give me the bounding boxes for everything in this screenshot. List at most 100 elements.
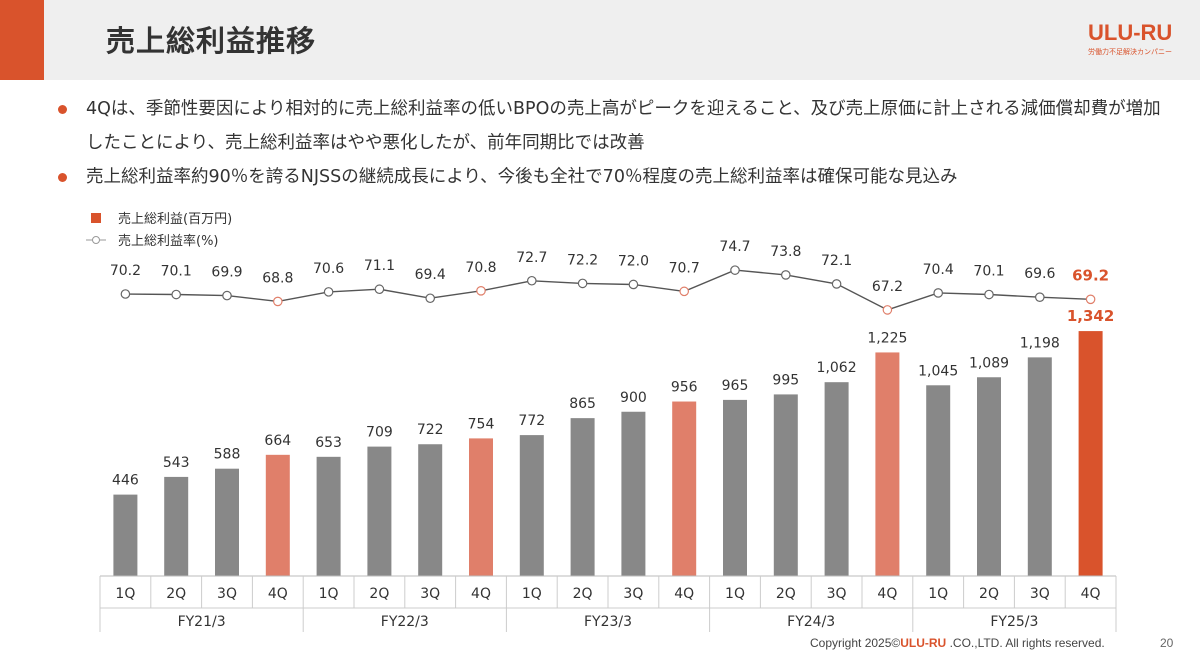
x-group-label: FY24/3 — [787, 614, 835, 630]
bar-value-label: 1,062 — [817, 360, 857, 376]
margin-value-label: 70.7 — [669, 260, 700, 276]
legend-line-marker — [92, 236, 100, 244]
margin-value-label: 70.8 — [465, 260, 496, 276]
company-logo: ULU-RU 労働力不足解決カンパニー — [1088, 22, 1180, 57]
bar — [875, 352, 900, 576]
logo-tagline: 労働力不足解決カンパニー — [1088, 48, 1172, 56]
bar — [621, 411, 646, 576]
bar-value-label: 1,198 — [1020, 335, 1060, 351]
margin-value-label: 72.1 — [821, 253, 852, 269]
margin-point — [780, 270, 791, 280]
bar — [1078, 331, 1103, 576]
bar-value-label: 1,045 — [918, 363, 958, 379]
x-tick-label: 3Q — [827, 586, 847, 602]
bar — [418, 444, 443, 576]
bar-value-label: 1,225 — [867, 330, 907, 346]
bar-value-label: 965 — [722, 378, 749, 394]
bar-value-label: 653 — [315, 435, 342, 451]
bar — [519, 435, 544, 576]
bar — [1027, 357, 1052, 576]
page-title: 売上総利益推移 — [106, 24, 317, 58]
margin-point — [730, 265, 740, 275]
margin-point — [628, 279, 639, 290]
x-tick-label: 1Q — [928, 586, 948, 602]
bar-value-label: 709 — [366, 425, 393, 441]
margin-point — [374, 284, 385, 295]
x-tick-label: 1Q — [115, 586, 135, 602]
margin-value-label: 69.4 — [415, 267, 446, 283]
bullet-dot — [58, 105, 67, 114]
bar-value-label: 754 — [468, 416, 495, 432]
bar — [773, 394, 798, 576]
bar-value-label: 900 — [620, 390, 647, 406]
margin-point — [1085, 294, 1096, 305]
margin-value-label: 70.2 — [110, 263, 141, 279]
bar — [824, 382, 849, 576]
margin-point — [831, 279, 842, 289]
bullet-dot — [58, 173, 67, 182]
x-tick-label: 4Q — [471, 586, 491, 602]
margin-point — [984, 289, 994, 300]
bullet-item: 売上総利益率約90％を誇るNJSSの継続成長により、今後も全社で70％程度の売上… — [58, 160, 1168, 194]
bullet-text: 4Qは、季節性要因により相対的に売上総利益率の低いBPOの売上高がピークを迎える… — [86, 99, 1161, 153]
bar — [926, 385, 951, 576]
margin-point — [882, 305, 893, 315]
copyright-suffix: .CO.,LTD. All rights reserved. — [946, 636, 1105, 650]
bar-value-label: 722 — [417, 422, 444, 438]
x-tick-label: 3Q — [420, 586, 440, 602]
margin-value-label: 72.2 — [567, 252, 598, 268]
x-group-label: FY21/3 — [178, 614, 226, 630]
x-group-label: FY22/3 — [381, 614, 429, 630]
x-tick-label: 4Q — [674, 586, 694, 602]
margin-value-label: 70.4 — [923, 262, 954, 278]
bar — [672, 401, 697, 576]
bar-value-label: 865 — [569, 396, 596, 412]
x-tick-label: 1Q — [522, 586, 542, 602]
bar — [570, 418, 595, 576]
x-tick-label: 2Q — [369, 586, 389, 602]
margin-point — [933, 288, 943, 298]
margin-point — [425, 293, 435, 304]
header-bar — [0, 0, 1200, 80]
page-number: 20 — [1160, 636, 1174, 650]
x-tick-label: 4Q — [1081, 586, 1101, 602]
margin-value-label: 70.1 — [973, 264, 1004, 280]
x-tick-label: 2Q — [776, 586, 796, 602]
margin-value-label: 69.2 — [1072, 266, 1109, 284]
x-group-label: FY23/3 — [584, 614, 632, 630]
x-tick-label: 3Q — [623, 586, 643, 602]
copyright-brand: ULU-RU — [900, 636, 947, 650]
bar — [164, 476, 189, 576]
bar — [215, 468, 239, 576]
margin-value-label: 73.8 — [770, 244, 801, 260]
margin-value-label: 74.7 — [719, 239, 750, 255]
margin-value-label: 69.6 — [1024, 266, 1055, 282]
bar-value-label: 956 — [671, 380, 698, 396]
bar-value-label: 1,089 — [969, 355, 1009, 371]
bullet-item: 4Qは、季節性要因により相対的に売上総利益率の低いBPOの売上高がピークを迎える… — [58, 92, 1168, 160]
logo-text: ULU-RU — [1088, 20, 1173, 45]
legend-bar-label: 売上総利益(百万円) — [118, 211, 232, 227]
margin-point — [222, 290, 232, 301]
margin-point — [577, 278, 588, 289]
margin-value-label: 71.1 — [364, 258, 395, 274]
margin-value-label: 67.2 — [872, 279, 903, 295]
margin-value-label: 68.8 — [262, 270, 293, 286]
x-tick-label: 1Q — [319, 586, 339, 602]
x-tick-label: 2Q — [573, 586, 593, 602]
margin-point — [1035, 292, 1045, 302]
bar-value-label: 446 — [112, 473, 139, 489]
bar-value-label: 1,342 — [1067, 307, 1114, 325]
margin-value-label: 72.7 — [516, 250, 547, 266]
bar-value-label: 588 — [214, 447, 241, 463]
x-tick-label: 2Q — [979, 586, 999, 602]
margin-point — [120, 289, 131, 299]
legend-bar-swatch — [91, 213, 101, 223]
bar — [469, 438, 493, 576]
margin-point — [679, 286, 689, 297]
copyright-prefix: Copyright 2025© — [810, 636, 901, 650]
bullet-text: 売上総利益率約90％を誇るNJSSの継続成長により、今後も全社で70％程度の売上… — [86, 167, 958, 187]
bullet-list: 4Qは、季節性要因により相対的に売上総利益率の低いBPOの売上高がピークを迎える… — [58, 92, 1168, 194]
header-accent — [0, 0, 44, 80]
margin-line — [125, 269, 1091, 311]
